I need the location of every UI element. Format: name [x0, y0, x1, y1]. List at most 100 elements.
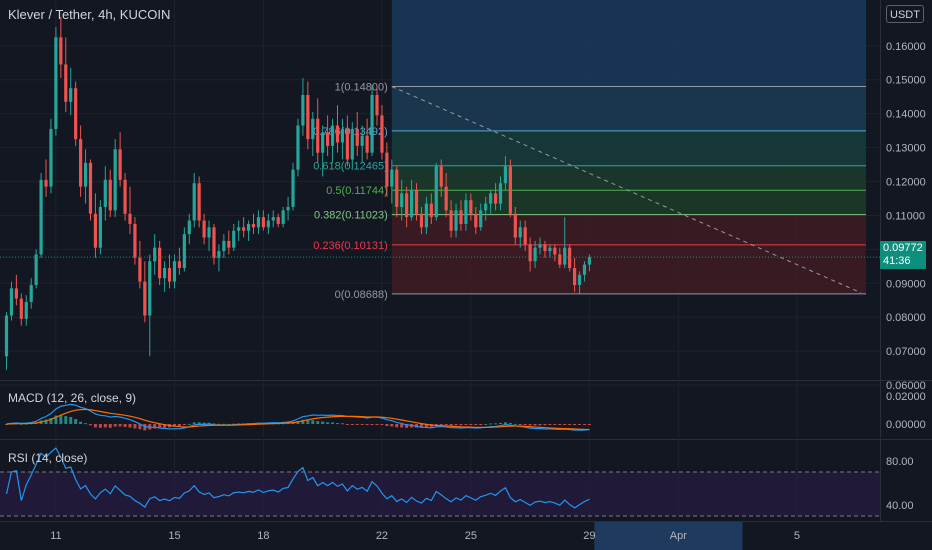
candle-body: [587, 257, 592, 265]
macd-histogram-bar: [385, 424, 389, 427]
candle-body: [88, 162, 93, 214]
candle-body: [266, 220, 270, 228]
candle-body: [365, 135, 369, 153]
macd-histogram-bar: [335, 423, 339, 425]
macd-histogram-bar: [513, 423, 517, 425]
candle-body: [444, 186, 448, 211]
fib-zone: [391, 214, 867, 245]
candle-body: [439, 166, 443, 187]
candle-body: [138, 257, 142, 282]
candle-body: [153, 247, 157, 262]
macd-histogram-bar: [88, 424, 92, 426]
fib-zone: [391, 165, 867, 191]
candle-body: [54, 37, 58, 129]
time-tick-label: 29: [583, 530, 595, 542]
candle-body: [44, 179, 48, 187]
candle-body: [380, 115, 384, 153]
candle-body: [118, 149, 122, 180]
candle-body: [212, 227, 216, 258]
candle-body: [232, 230, 236, 248]
candle-body: [69, 88, 73, 102]
candle-body: [434, 166, 438, 218]
candle-body: [503, 166, 508, 184]
macd-histogram-bar: [128, 424, 132, 428]
time-tick-label: 22: [376, 530, 388, 542]
macd-histogram-bar: [533, 424, 537, 426]
candle-body: [93, 213, 98, 248]
macd-histogram-bar: [573, 424, 577, 426]
macd-histogram-bar: [123, 424, 127, 428]
macd-histogram-bar: [207, 422, 211, 424]
rsi-title: RSI (14, close): [8, 451, 88, 465]
candle-body: [83, 162, 88, 187]
macd-histogram-bar: [345, 424, 349, 425]
macd-histogram-bar: [44, 419, 48, 424]
candle-body: [177, 261, 181, 269]
time-tick-label: 25: [465, 530, 477, 542]
candle-body: [197, 183, 201, 221]
macd-histogram-bar: [79, 421, 83, 424]
candle-body: [498, 183, 503, 204]
macd-histogram-bar: [217, 423, 221, 425]
candle-body: [326, 132, 330, 146]
macd-histogram-bar: [568, 424, 572, 425]
macd-histogram-bar: [543, 424, 547, 426]
candle-body: [79, 139, 83, 187]
candle-body: [493, 193, 498, 204]
macd-histogram-bar: [523, 424, 527, 425]
macd-histogram-bar: [212, 423, 216, 425]
macd-histogram-bar: [301, 419, 305, 424]
macd-histogram-bar: [419, 424, 423, 428]
candle-body: [281, 210, 285, 224]
candle-body: [400, 193, 404, 207]
macd-histogram-bar: [375, 424, 379, 425]
fib-zone: [391, 190, 867, 215]
macd-histogram-bar: [187, 423, 191, 425]
candle-body: [158, 247, 162, 279]
macd-histogram-bar: [138, 424, 142, 430]
macd-title: MACD (12, 26, close, 9): [8, 391, 137, 405]
macd-histogram-bar: [64, 416, 68, 424]
macd-histogram-bar: [24, 423, 28, 425]
candle-body: [582, 264, 587, 275]
macd-histogram-bar: [59, 415, 63, 424]
candle-body: [429, 203, 433, 218]
macd-histogram-bar: [469, 424, 473, 425]
macd-histogram-bar: [400, 424, 404, 428]
candle-body: [113, 149, 117, 211]
macd-histogram-bar: [197, 422, 201, 424]
candle-body: [558, 254, 562, 265]
candle-body: [508, 166, 512, 214]
macd-histogram-bar: [558, 424, 562, 426]
macd-histogram-bar: [133, 424, 137, 429]
candle-body: [306, 95, 310, 140]
candle-body: [390, 169, 394, 187]
candle-body: [207, 227, 211, 238]
candle-body: [74, 88, 78, 140]
candle-body: [449, 210, 453, 231]
time-tick-label: 5: [794, 530, 800, 542]
macd-histogram-bar: [321, 421, 325, 424]
candle-body: [316, 118, 320, 153]
candle-body: [528, 244, 532, 262]
rsi-tick-label: 80.00: [886, 456, 914, 468]
candle-body: [489, 193, 493, 204]
candle-body: [355, 128, 359, 146]
candle-body: [237, 227, 241, 231]
fib-level-label: 0.786(0.13492): [313, 126, 388, 138]
currency-button[interactable]: USDT: [886, 5, 924, 23]
macd-histogram-bar: [494, 423, 498, 425]
candle-body: [533, 247, 537, 262]
macd-histogram-bar: [528, 424, 532, 426]
candle-body: [375, 95, 379, 116]
fib-level-label: 0.382(0.11023): [314, 210, 388, 222]
macd-histogram-bar: [459, 424, 463, 426]
fib-zone: [391, 130, 867, 166]
candle-body: [296, 125, 300, 170]
rsi-tick-label: 40.00: [886, 500, 914, 512]
candle-body: [9, 288, 14, 316]
candle-body: [29, 285, 33, 302]
macd-histogram-bar: [563, 424, 567, 425]
candle-body: [148, 261, 152, 316]
